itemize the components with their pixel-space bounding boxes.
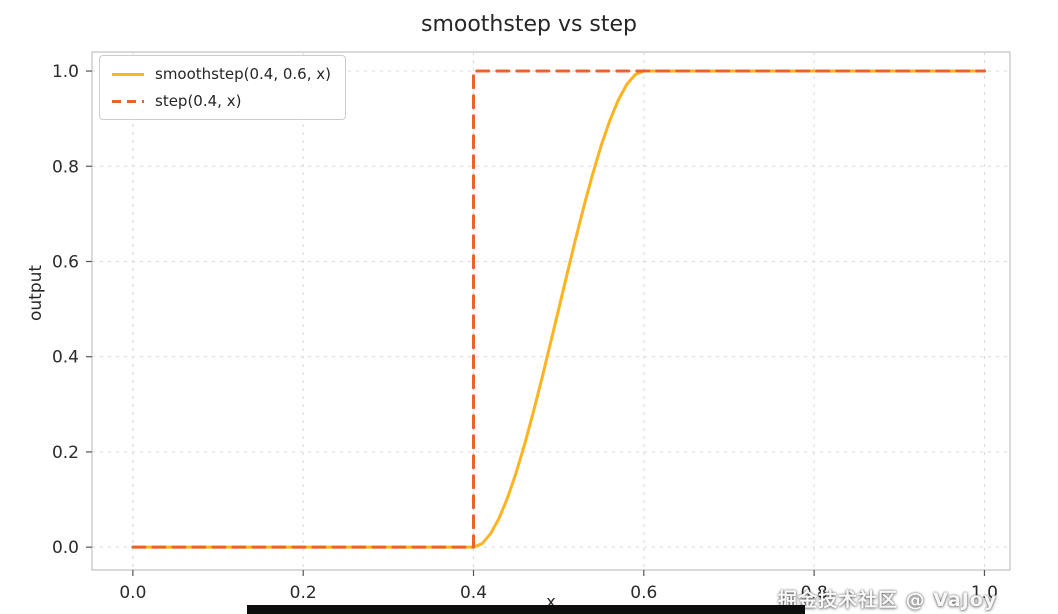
y-tick-label: 0.0 bbox=[52, 538, 79, 558]
chart-title: smoothstep vs step bbox=[420, 12, 638, 37]
x-tick-label: 0.0 bbox=[119, 583, 146, 603]
axes-frame bbox=[91, 51, 1011, 571]
y-axis-label: output bbox=[26, 264, 47, 321]
legend: smoothstep(0.4, 0.6, x) step(0.4, x) bbox=[99, 55, 346, 120]
legend-label: step(0.4, x) bbox=[155, 92, 242, 110]
series-line-1 bbox=[131, 69, 986, 549]
x-axis-label: x bbox=[546, 592, 556, 611]
watermark-text: 掘金技术社区 @ VaJoy bbox=[778, 589, 998, 611]
legend-label: smoothstep(0.4, 0.6, x) bbox=[155, 65, 331, 83]
x-tick-label: 0.8 bbox=[801, 583, 828, 603]
y-tick-label: 0.8 bbox=[52, 157, 79, 177]
y-tick-label: 1.0 bbox=[52, 62, 79, 82]
y-tick-label: 0.2 bbox=[52, 443, 79, 463]
series-line-0 bbox=[131, 69, 986, 549]
x-tick-label: 0.2 bbox=[290, 583, 317, 603]
bottom-black-bar bbox=[247, 605, 805, 614]
legend-item: smoothstep(0.4, 0.6, x) bbox=[112, 65, 331, 83]
legend-dashed-line-icon bbox=[112, 99, 144, 103]
y-tick-label: 0.6 bbox=[52, 252, 79, 272]
legend-item: step(0.4, x) bbox=[112, 92, 331, 110]
x-tick-label: 0.4 bbox=[460, 583, 487, 603]
x-tick-label: 0.6 bbox=[630, 583, 657, 603]
y-tick-label: 0.4 bbox=[52, 348, 79, 368]
x-tick-label: 1.0 bbox=[971, 583, 998, 603]
legend-solid-line-icon bbox=[112, 72, 144, 76]
